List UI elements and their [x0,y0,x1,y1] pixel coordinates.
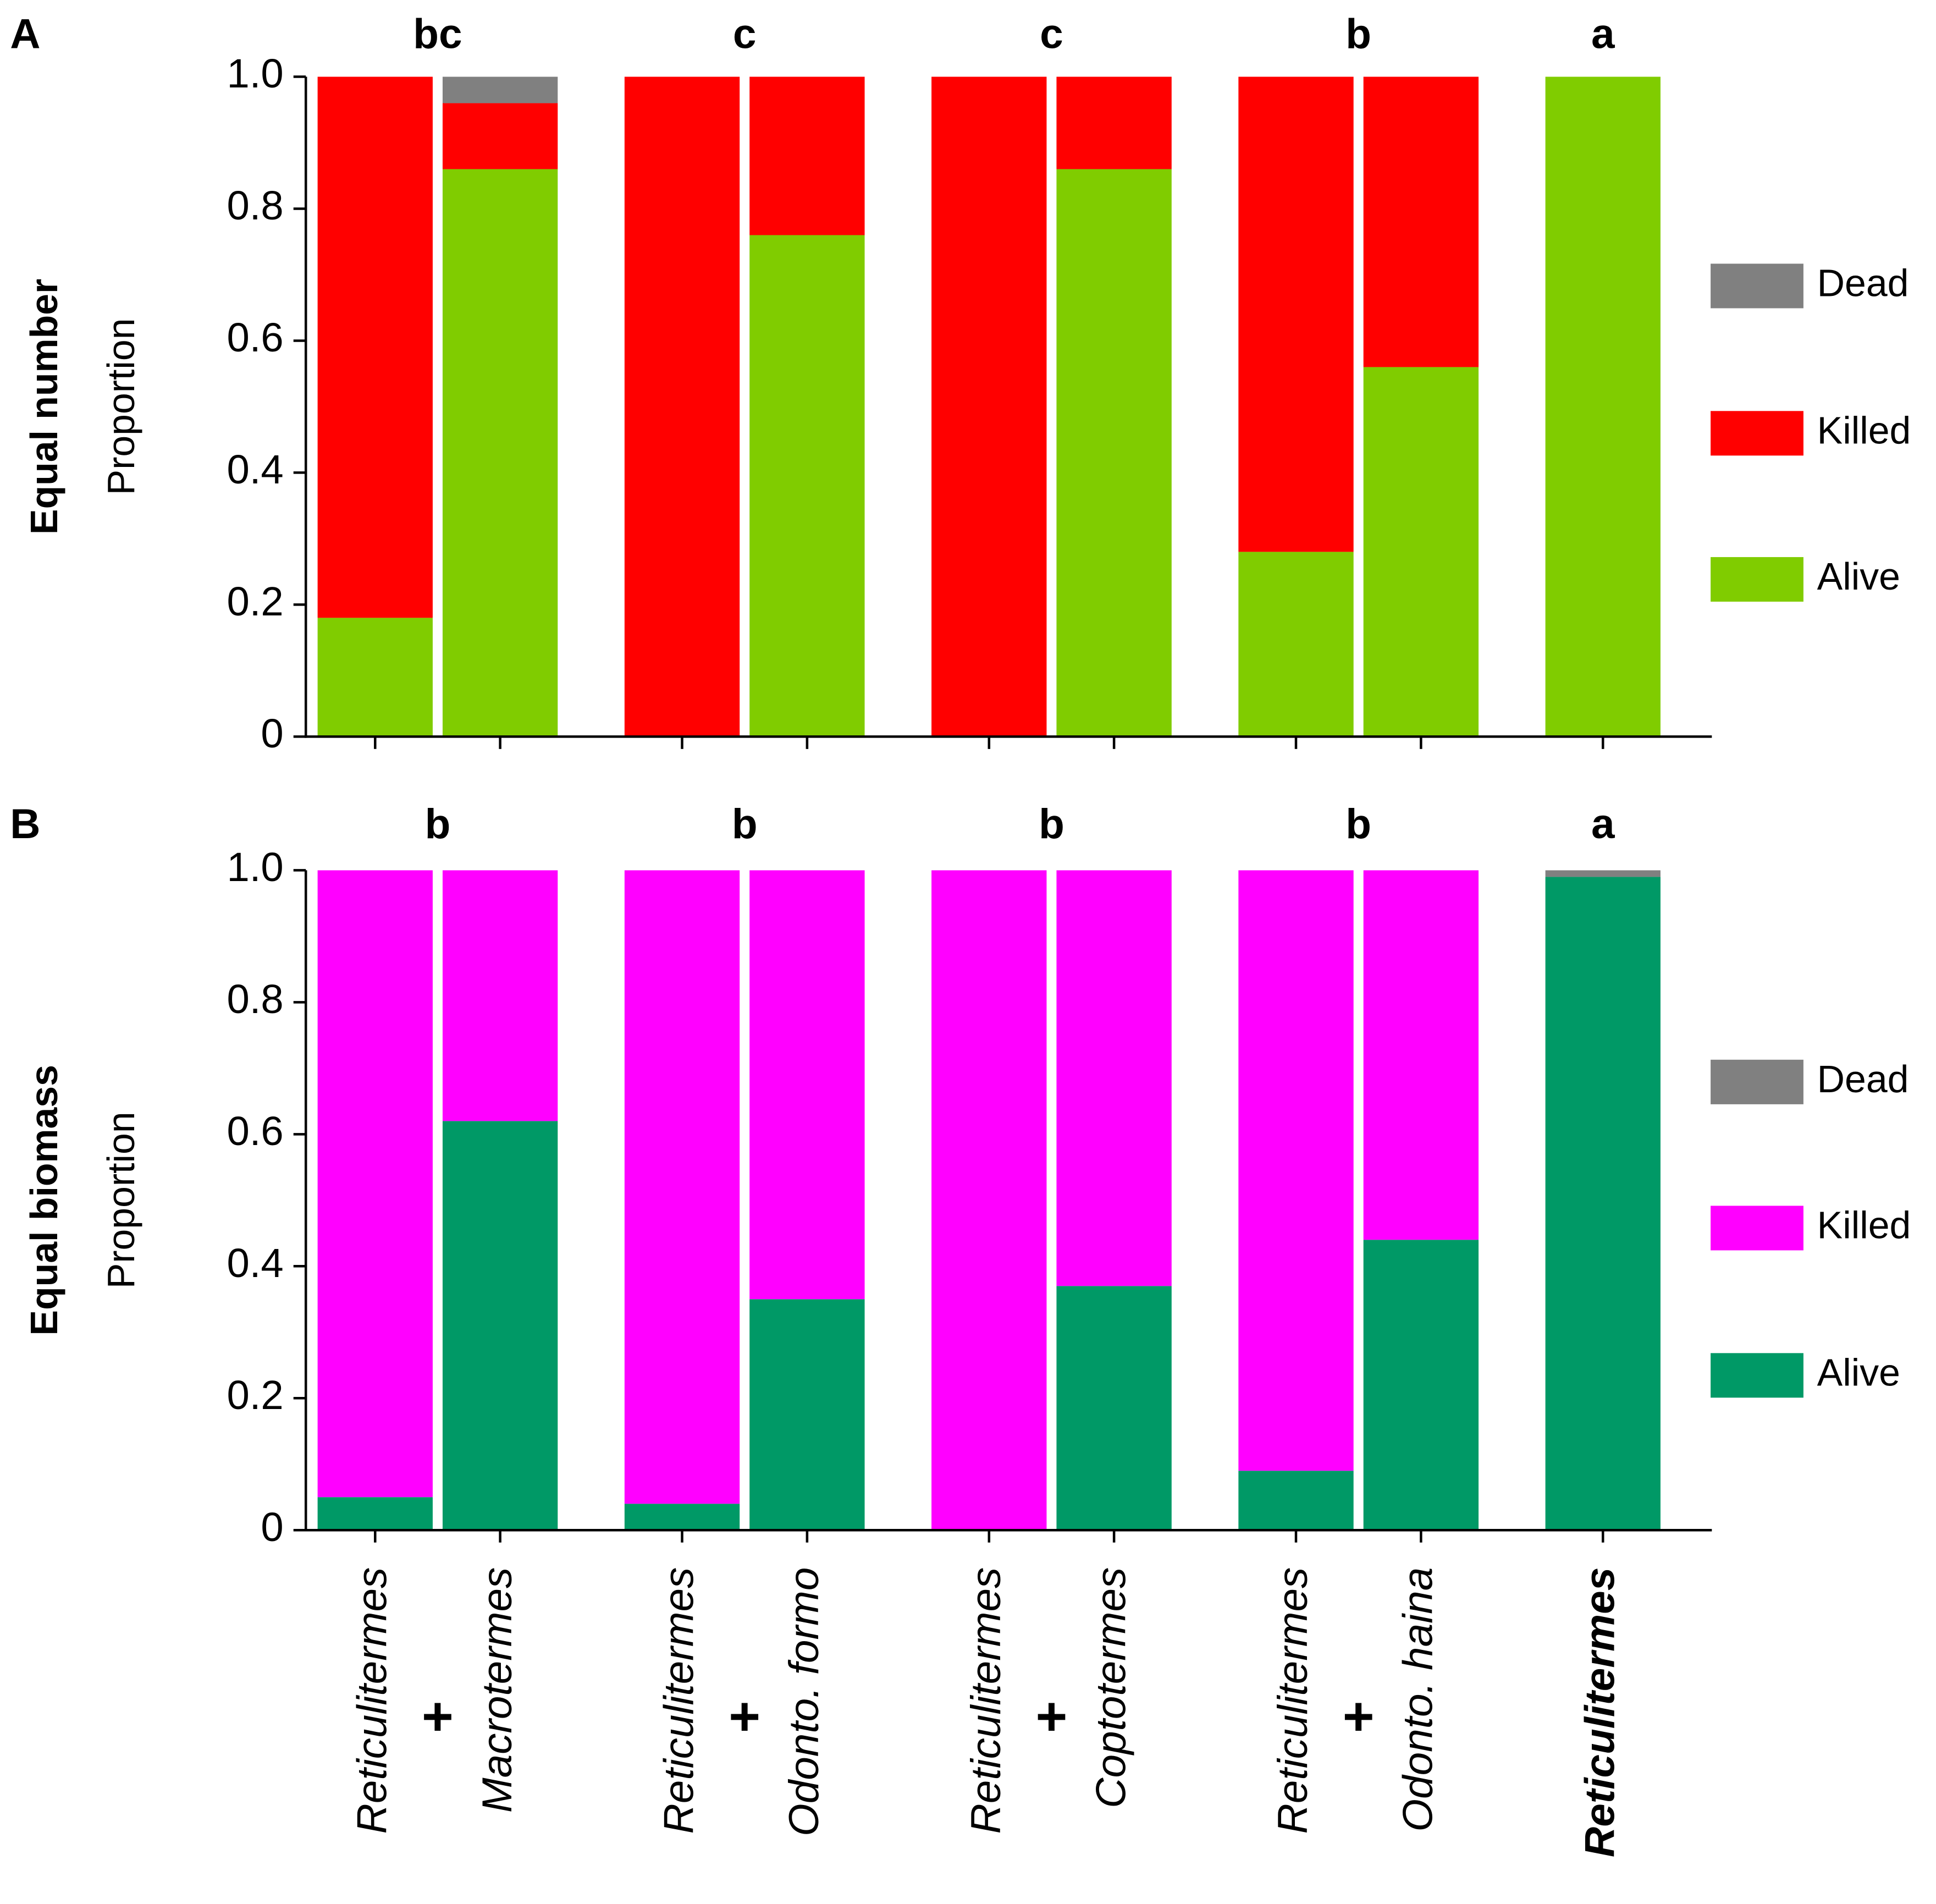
x-tick-label: Reticulitermes [656,1567,703,1834]
y-tick-label: 0.8 [227,183,283,228]
plus-sign: + [1036,1686,1068,1747]
significance-letter: b [1039,801,1064,848]
x-tick-label: Odonto. haina [1395,1567,1442,1832]
bar-segment [442,870,558,1121]
y-axis-label: Proportion [100,1111,142,1289]
panel-label: B [10,801,40,848]
bar-segment [1238,76,1354,552]
bar-segment [442,76,558,103]
x-tick-label: Coptotermes [1088,1567,1134,1808]
row-label: Equal number [23,279,65,535]
bar-segment [624,1504,740,1531]
y-tick-label: 0.6 [227,315,283,360]
legend-label: Dead [1817,261,1909,304]
bar-segment [1238,1471,1354,1531]
legend-swatch [1711,1353,1803,1398]
legend-swatch [1711,263,1803,309]
bar-segment [317,76,433,618]
y-tick-label: 0.2 [227,579,283,624]
bar-segment [749,235,865,737]
significance-letter: a [1591,11,1615,58]
bar-segment [317,870,433,1498]
significance-letter: b [732,801,758,848]
legend-swatch [1711,1059,1803,1104]
x-tick-label: Reticulitermes [1576,1567,1623,1857]
legend-label: Alive [1817,555,1900,598]
y-tick-label: 1.0 [227,51,283,96]
y-tick-label: 0.6 [227,1108,283,1154]
y-tick-label: 0.4 [227,1240,283,1286]
row-label: Equal biomass [23,1065,65,1335]
significance-letter: c [733,11,757,58]
y-axis-label: Proportion [100,318,142,496]
bar-segment [1545,76,1661,737]
bar-segment [1056,76,1172,169]
significance-letter: b [425,801,451,848]
bar-segment [1056,169,1172,737]
plus-sign: + [1343,1686,1375,1747]
significance-letter: a [1591,801,1615,848]
bar-segment [749,870,865,1300]
bar-segment [1363,870,1479,1240]
bar-segment [1056,1286,1172,1531]
y-tick-label: 0 [261,1504,283,1550]
y-tick-label: 0.2 [227,1372,283,1418]
legend-swatch [1711,1206,1803,1251]
bar-segment [442,1121,558,1531]
significance-letter: b [1345,801,1371,848]
y-tick-label: 1.0 [227,844,283,890]
plus-sign: + [729,1686,760,1747]
bar-segment [1363,76,1479,367]
significance-letter: bc [413,11,462,58]
x-tick-label: Reticulitermes [963,1567,1010,1834]
significance-letter: c [1040,11,1063,58]
x-tick-label: Reticulitermes [349,1567,396,1834]
bar-segment [1363,367,1479,737]
bar-segment [1545,870,1661,877]
y-tick-label: 0 [261,711,283,756]
bar-segment [1238,870,1354,1471]
legend-label: Alive [1817,1351,1900,1394]
x-tick-label: Macrotermes [474,1567,521,1813]
y-tick-label: 0.4 [227,447,283,492]
panel-label: A [10,11,40,58]
bar-segment [317,618,433,737]
legend-label: Killed [1817,409,1911,452]
significance-letter: b [1345,11,1371,58]
bar-segment [624,870,740,1504]
bar-segment [931,870,1047,1531]
bar-segment [317,1497,433,1531]
y-tick-label: 0.8 [227,976,283,1022]
bar-segment [624,76,740,737]
legend-label: Dead [1817,1058,1909,1100]
bar-segment [749,76,865,235]
bar-segment [1545,877,1661,1531]
plus-sign: + [422,1686,454,1747]
x-tick-label: Reticulitermes [1270,1567,1316,1834]
bar-segment [1056,870,1172,1286]
legend-label: Killed [1817,1203,1911,1246]
legend-swatch [1711,557,1803,602]
bar-segment [749,1299,865,1531]
bar-segment [442,169,558,737]
bar-segment [931,76,1047,737]
bar-segment [1363,1240,1479,1531]
bar-segment [442,103,558,169]
bar-segment [1238,552,1354,737]
x-tick-label: Odonto. formo [781,1567,828,1836]
legend-swatch [1711,411,1803,456]
